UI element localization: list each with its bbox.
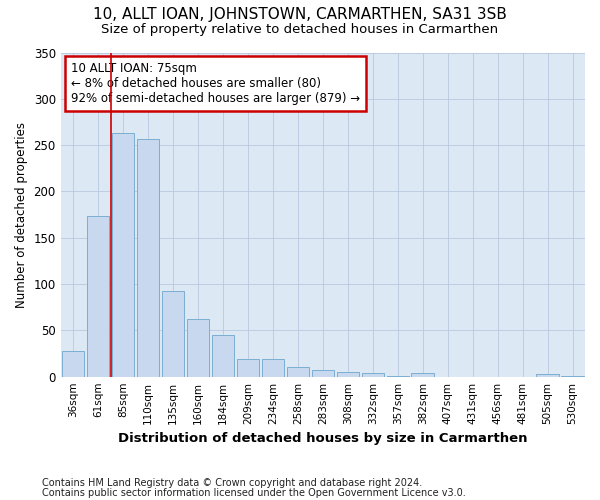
Text: Size of property relative to detached houses in Carmarthen: Size of property relative to detached ho… (101, 22, 499, 36)
Bar (162, 290, 184, 376)
Bar (362, 373, 384, 376)
X-axis label: Distribution of detached houses by size in Carmarthen: Distribution of detached houses by size … (118, 432, 527, 445)
Bar (262, 359, 284, 376)
Bar (536, 374, 559, 376)
Bar (187, 320, 209, 376)
Text: 10 ALLT IOAN: 75sqm
← 8% of detached houses are smaller (80)
92% of semi-detache: 10 ALLT IOAN: 75sqm ← 8% of detached hou… (71, 62, 360, 105)
Bar (87, 216, 109, 376)
Bar (137, 138, 159, 376)
Bar (337, 372, 359, 376)
Bar (62, 350, 85, 376)
Bar (287, 368, 309, 376)
Text: 10, ALLT IOAN, JOHNSTOWN, CARMARTHEN, SA31 3SB: 10, ALLT IOAN, JOHNSTOWN, CARMARTHEN, SA… (93, 8, 507, 22)
Bar (311, 370, 334, 376)
Bar (112, 133, 134, 376)
Y-axis label: Number of detached properties: Number of detached properties (15, 122, 28, 308)
Text: Contains HM Land Registry data © Crown copyright and database right 2024.: Contains HM Land Registry data © Crown c… (42, 478, 422, 488)
Bar (412, 373, 434, 376)
Bar (236, 359, 259, 376)
Bar (212, 335, 234, 376)
Text: Contains public sector information licensed under the Open Government Licence v3: Contains public sector information licen… (42, 488, 466, 498)
